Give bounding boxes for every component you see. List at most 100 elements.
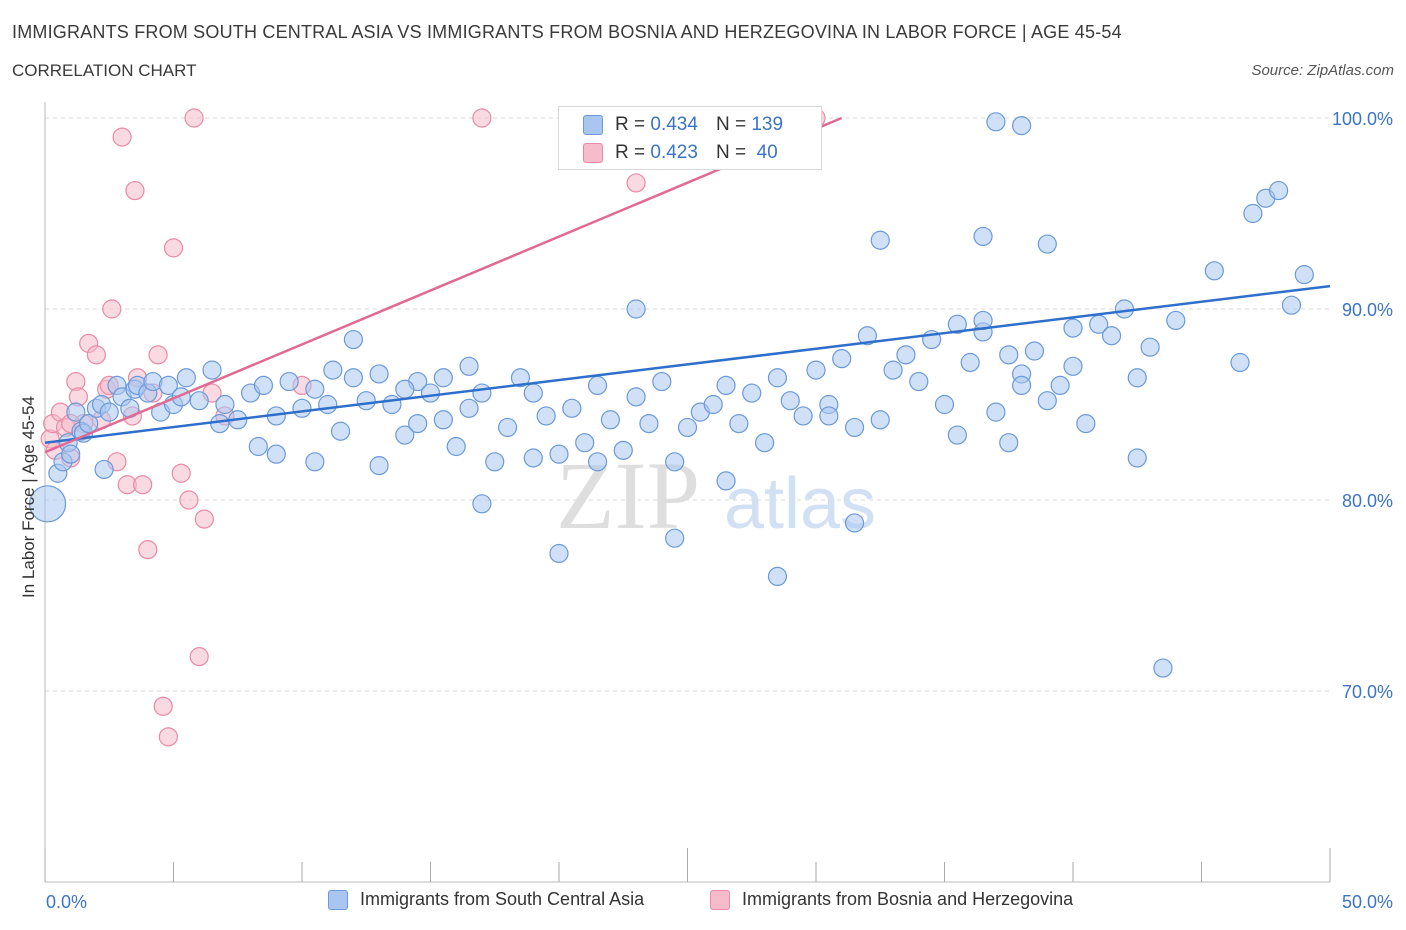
data-point-south-central-asia xyxy=(510,368,531,388)
data-point-south-central-asia xyxy=(459,398,479,418)
data-point-south-central-asia xyxy=(729,414,749,434)
data-point-south-central-asia xyxy=(587,452,608,472)
data-point-south-central-asia xyxy=(562,398,582,418)
data-point-south-central-asia xyxy=(600,410,621,430)
legend-r-value: 0.434 xyxy=(650,114,698,135)
legend-n-label: N = xyxy=(715,114,747,135)
data-point-south-central-asia xyxy=(870,230,890,250)
data-point-bosnia xyxy=(171,463,191,483)
data-point-bosnia xyxy=(179,490,199,510)
data-point-south-central-asia xyxy=(202,360,222,380)
data-point-south-central-asia xyxy=(742,383,762,403)
data-point-south-central-asia xyxy=(472,383,492,403)
data-point-bosnia xyxy=(153,696,173,716)
data-point-south-central-asia xyxy=(716,471,736,491)
data-point-south-central-asia xyxy=(433,368,453,388)
data-point-south-central-asia xyxy=(665,452,685,472)
data-point-south-central-asia xyxy=(66,402,86,422)
series-legend-swatch-pink xyxy=(710,889,730,910)
data-point-south-central-asia xyxy=(330,421,351,441)
series-legend-swatch-blue xyxy=(328,889,348,910)
series-legend-item-bosnia: Immigrants from Bosnia and Herzegovina xyxy=(710,889,1073,910)
legend-swatch-pink xyxy=(583,143,603,163)
data-point-south-central-asia xyxy=(844,417,865,438)
y-tick-label: 90.0% xyxy=(1342,300,1393,320)
data-point-south-central-asia xyxy=(305,379,325,399)
data-point-bosnia xyxy=(158,727,178,747)
source-label: Source: ZipAtlas.com xyxy=(1251,62,1394,79)
data-point-south-central-asia xyxy=(210,414,230,434)
data-point-south-central-asia xyxy=(1230,352,1250,373)
x-tick-label: 0.0% xyxy=(46,892,87,912)
data-point-south-central-asia xyxy=(626,387,646,407)
data-point-south-central-asia xyxy=(498,417,518,438)
data-point-south-central-asia xyxy=(395,379,415,399)
data-point-south-central-asia xyxy=(382,394,402,415)
data-point-south-central-asia xyxy=(1011,375,1032,395)
data-point-south-central-asia xyxy=(1114,299,1135,319)
series-legend-label: Immigrants from South Central Asia xyxy=(360,889,645,909)
data-point-south-central-asia xyxy=(999,433,1019,453)
data-point-south-central-asia xyxy=(459,356,479,376)
data-point-south-central-asia xyxy=(408,414,428,434)
data-point-south-central-asia xyxy=(472,494,492,514)
legend-row-south-central-asia: R = 0.434 N = 139 xyxy=(583,112,783,138)
legend-n-value: 40 xyxy=(756,142,778,163)
data-point-south-central-asia xyxy=(1037,391,1057,411)
data-point-south-central-asia xyxy=(485,452,505,472)
data-point-south-central-asia xyxy=(523,448,543,468)
data-point-south-central-asia xyxy=(1166,310,1186,331)
correlation-legend: R = 0.434 N = 139 R = 0.423 N = 40 xyxy=(558,106,822,170)
data-point-south-central-asia xyxy=(1050,375,1070,395)
data-point-south-central-asia xyxy=(1153,658,1173,678)
data-point-bosnia xyxy=(102,299,122,319)
data-point-south-central-asia xyxy=(639,414,659,434)
data-point-south-central-asia xyxy=(780,391,800,411)
series-legend-label: Immigrants from Bosnia and Herzegovina xyxy=(742,889,1074,909)
data-point-south-central-asia xyxy=(176,368,196,388)
data-point-bosnia xyxy=(138,540,158,560)
legend-r-label: R = xyxy=(615,142,646,163)
data-point-south-central-asia xyxy=(587,375,608,395)
data-point-bosnia xyxy=(125,180,145,201)
trend-lines xyxy=(44,116,1331,454)
data-point-south-central-asia xyxy=(369,364,389,384)
data-point-south-central-asia xyxy=(947,314,967,334)
data-point-south-central-asia xyxy=(1101,326,1122,346)
data-point-south-central-asia xyxy=(446,436,466,457)
data-point-south-central-asia xyxy=(248,436,268,457)
data-point-bosnia xyxy=(194,509,214,529)
data-point-south-central-asia xyxy=(94,459,114,480)
data-point-south-central-asia xyxy=(716,375,736,395)
legend-r-label: R = xyxy=(615,114,646,135)
data-point-south-central-asia xyxy=(1140,337,1160,357)
data-point-south-central-asia xyxy=(1011,116,1032,136)
data-point-south-central-asia xyxy=(999,345,1019,365)
data-point-south-central-asia xyxy=(420,383,441,403)
chart-title: IMMIGRANTS FROM SOUTH CENTRAL ASIA VS IM… xyxy=(12,22,1122,42)
data-point-south-central-asia xyxy=(665,528,685,548)
data-point-south-central-asia xyxy=(934,394,955,415)
data-point-south-central-asia xyxy=(1024,341,1045,361)
data-point-south-central-asia xyxy=(613,440,633,460)
data-point-south-central-asia xyxy=(1076,414,1096,434)
data-point-south-central-asia xyxy=(1204,261,1224,281)
y-tick-label: 100.0% xyxy=(1332,109,1393,129)
data-point-south-central-asia xyxy=(960,352,980,373)
data-point-bosnia xyxy=(472,108,492,128)
y-axis-title: In Labor Force | Age 45-54 xyxy=(19,396,38,598)
legend-row-bosnia: R = 0.423 N = 40 xyxy=(583,140,778,166)
data-point-south-central-asia xyxy=(870,410,890,430)
data-point-south-central-asia xyxy=(1037,234,1057,254)
trend-line-south-central-asia xyxy=(44,284,1331,444)
legend-swatch-blue xyxy=(583,115,603,135)
data-point-south-central-asia xyxy=(703,394,723,415)
legend-n-label: N = xyxy=(715,142,747,163)
y-tick-label: 70.0% xyxy=(1342,682,1393,702)
data-point-south-central-asia xyxy=(99,402,119,422)
y-tick-label: 80.0% xyxy=(1342,491,1393,511)
data-point-south-central-asia xyxy=(575,433,595,453)
data-point-south-central-asia xyxy=(1281,295,1302,315)
data-point-south-central-asia xyxy=(896,345,916,365)
data-point-south-central-asia xyxy=(1127,368,1147,388)
